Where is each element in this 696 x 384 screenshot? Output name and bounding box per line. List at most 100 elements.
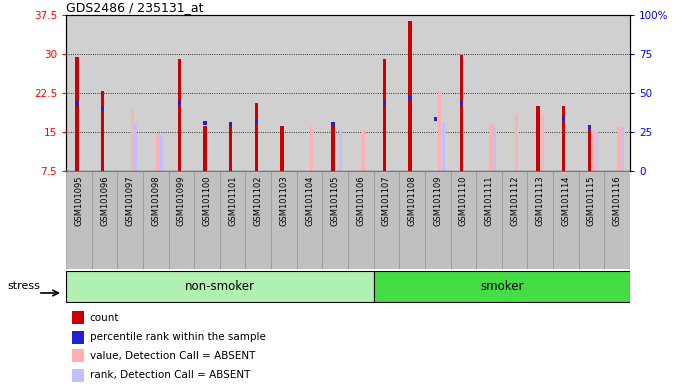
Bar [442, 122, 445, 171]
Bar [118, 171, 143, 269]
Bar [255, 119, 258, 124]
Bar [72, 311, 84, 324]
Bar [160, 135, 163, 171]
Bar [75, 57, 79, 171]
Bar [203, 126, 207, 171]
Bar [134, 122, 137, 171]
Text: GSM101098: GSM101098 [151, 176, 160, 227]
Text: GSM101097: GSM101097 [126, 176, 135, 227]
Text: GSM101109: GSM101109 [433, 176, 442, 226]
Text: count: count [90, 313, 119, 323]
Text: GSM101106: GSM101106 [356, 176, 365, 227]
Bar [528, 171, 553, 269]
Bar [72, 331, 84, 344]
Bar [622, 127, 624, 171]
Bar [515, 114, 519, 171]
Text: GSM101099: GSM101099 [177, 176, 186, 226]
Text: GSM101101: GSM101101 [228, 176, 237, 226]
Bar [604, 171, 630, 269]
Text: GSM101114: GSM101114 [561, 176, 570, 226]
Bar [400, 171, 425, 269]
Bar [348, 171, 374, 269]
Bar [562, 117, 565, 121]
Bar [177, 60, 181, 171]
Bar [493, 127, 496, 171]
Bar [168, 171, 194, 269]
Bar [409, 96, 411, 100]
Bar [578, 171, 604, 269]
Bar [229, 126, 232, 171]
Bar [562, 106, 565, 171]
Bar [255, 104, 258, 171]
Bar [587, 125, 591, 129]
Bar [537, 106, 540, 171]
Bar [72, 369, 84, 382]
Bar [476, 171, 502, 269]
Bar [331, 126, 335, 171]
Text: stress: stress [7, 281, 40, 291]
Bar [101, 91, 104, 171]
Text: smoker: smoker [480, 280, 523, 293]
Text: GSM101107: GSM101107 [382, 176, 391, 227]
Bar [374, 171, 400, 269]
Bar [331, 122, 335, 126]
Text: GSM101104: GSM101104 [305, 176, 314, 226]
Bar [592, 131, 595, 171]
Bar [450, 171, 476, 269]
Text: GSM101100: GSM101100 [203, 176, 212, 226]
Bar [310, 126, 313, 171]
Text: GDS2486 / 235131_at: GDS2486 / 235131_at [66, 1, 204, 14]
Bar [66, 171, 92, 269]
Bar [459, 55, 463, 171]
Bar [66, 271, 374, 302]
Text: GSM101102: GSM101102 [254, 176, 263, 226]
Bar [438, 91, 441, 171]
Text: GSM101103: GSM101103 [279, 176, 288, 227]
Text: non-smoker: non-smoker [185, 280, 255, 293]
Text: rank, Detection Call = ABSENT: rank, Detection Call = ABSENT [90, 370, 250, 380]
Text: GSM101110: GSM101110 [459, 176, 468, 226]
Bar [156, 133, 159, 171]
Bar [143, 171, 168, 269]
Text: GSM101108: GSM101108 [408, 176, 417, 227]
Bar [203, 121, 207, 125]
Bar [596, 132, 599, 171]
Bar [92, 171, 118, 269]
Bar [361, 131, 365, 171]
Bar [220, 171, 246, 269]
Bar [229, 122, 232, 126]
Bar [101, 107, 104, 111]
Bar [246, 171, 271, 269]
Bar [409, 21, 411, 171]
Bar [194, 171, 220, 269]
Bar [177, 101, 181, 106]
Bar [271, 171, 296, 269]
Text: GSM101095: GSM101095 [74, 176, 84, 226]
Bar [296, 171, 322, 269]
Text: GSM101116: GSM101116 [612, 176, 622, 227]
Bar [434, 117, 437, 121]
Bar [489, 124, 493, 171]
Bar [374, 271, 630, 302]
Bar [502, 171, 528, 269]
Bar [72, 349, 84, 362]
Text: percentile rank within the sample: percentile rank within the sample [90, 332, 266, 342]
Bar [541, 114, 544, 171]
Bar [425, 171, 450, 269]
Bar [617, 126, 621, 171]
Bar [383, 101, 386, 106]
Bar [322, 171, 348, 269]
Bar [587, 127, 591, 171]
Bar [75, 101, 79, 106]
Bar [340, 129, 342, 171]
Text: GSM101096: GSM101096 [100, 176, 109, 227]
Bar [383, 60, 386, 171]
Bar [553, 171, 578, 269]
Bar [280, 126, 283, 171]
Text: GSM101113: GSM101113 [536, 176, 545, 227]
Text: GSM101112: GSM101112 [510, 176, 519, 226]
Text: value, Detection Call = ABSENT: value, Detection Call = ABSENT [90, 351, 255, 361]
Text: GSM101115: GSM101115 [587, 176, 596, 226]
Bar [459, 101, 463, 106]
Text: GSM101111: GSM101111 [484, 176, 493, 226]
